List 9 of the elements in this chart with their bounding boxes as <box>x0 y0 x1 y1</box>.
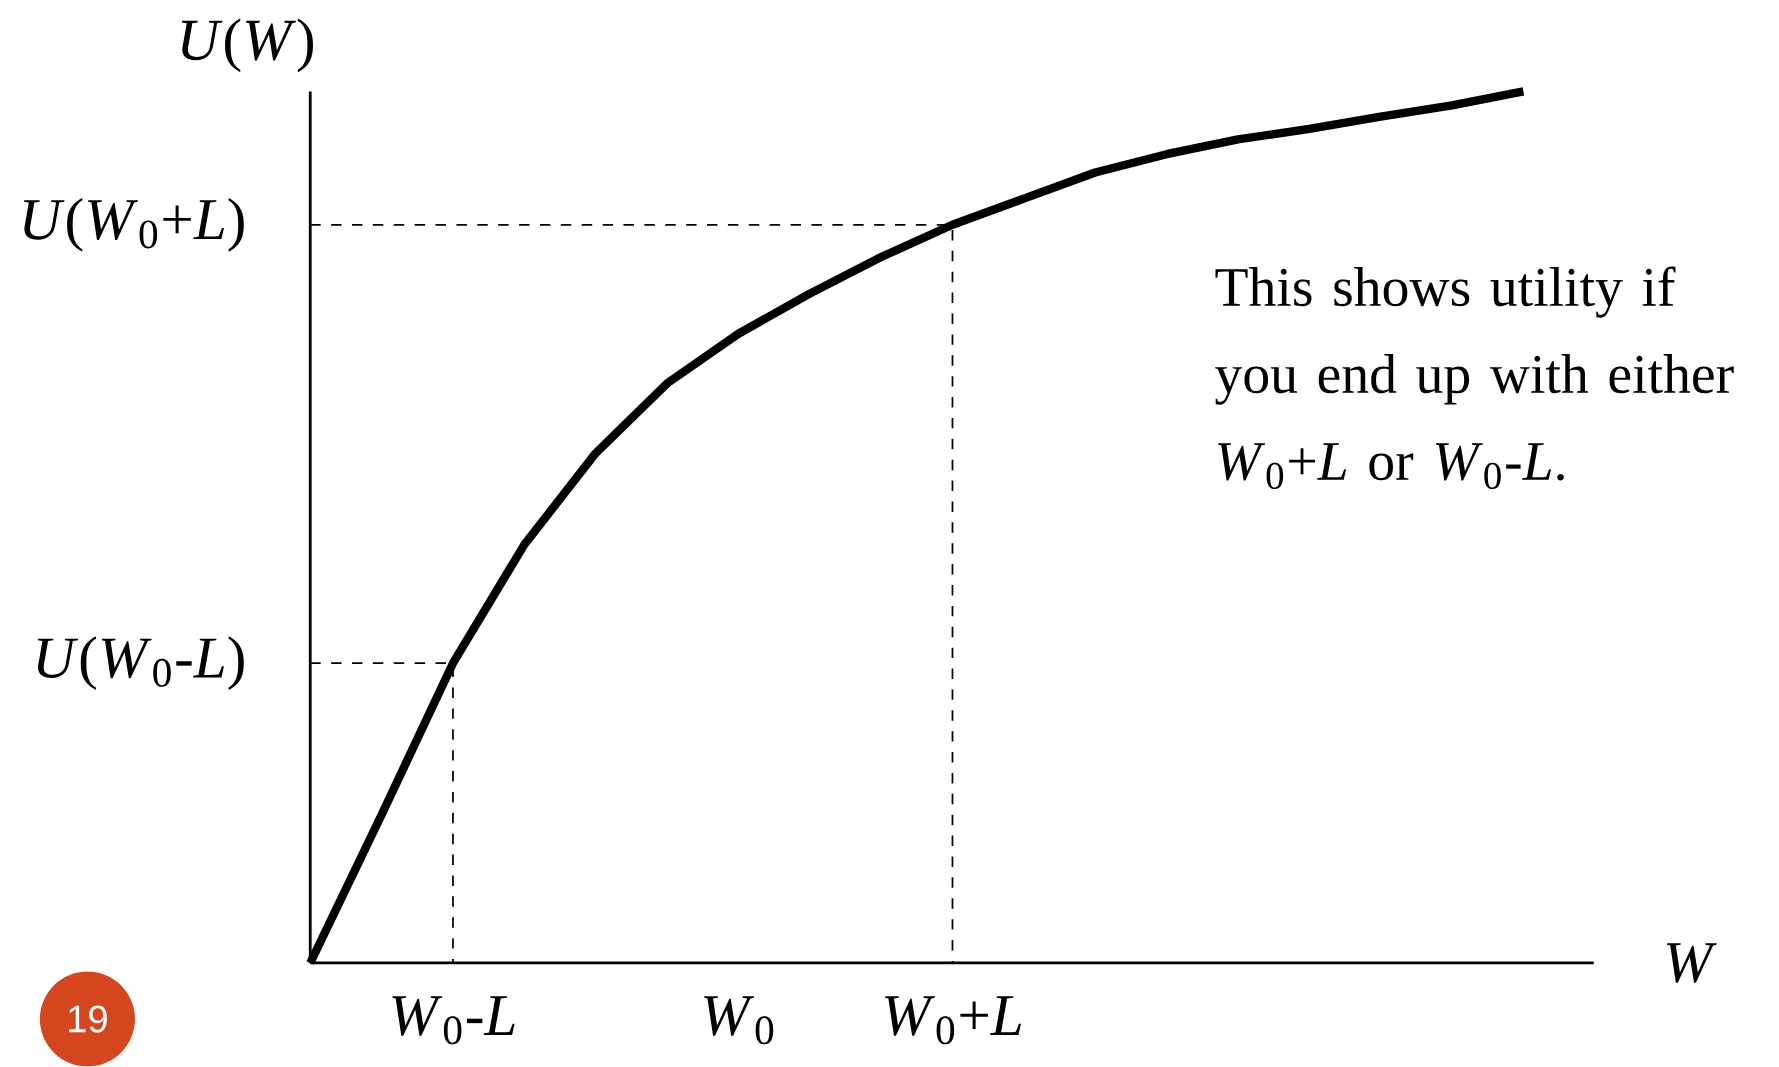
x-tick-label: W$_{0}$ <box>704 996 774 1045</box>
x-tick-label: W$_{0}$+L <box>885 996 1021 1045</box>
ref-line-label: U(W$_{0}$-L) <box>37 636 244 691</box>
text: 19 <box>69 1005 107 1033</box>
x-tick-label: W$_{0}$-L <box>392 996 515 1045</box>
y-axis-title: U(W) <box>181 18 313 73</box>
x-axis-title: W <box>1666 943 1717 983</box>
ref-line-label: U(W$_{0}$+L) <box>24 198 244 252</box>
text: This shows utility if you end up with either W$_{0}$+L or W$_{0}$-L. <box>1215 266 1734 490</box>
